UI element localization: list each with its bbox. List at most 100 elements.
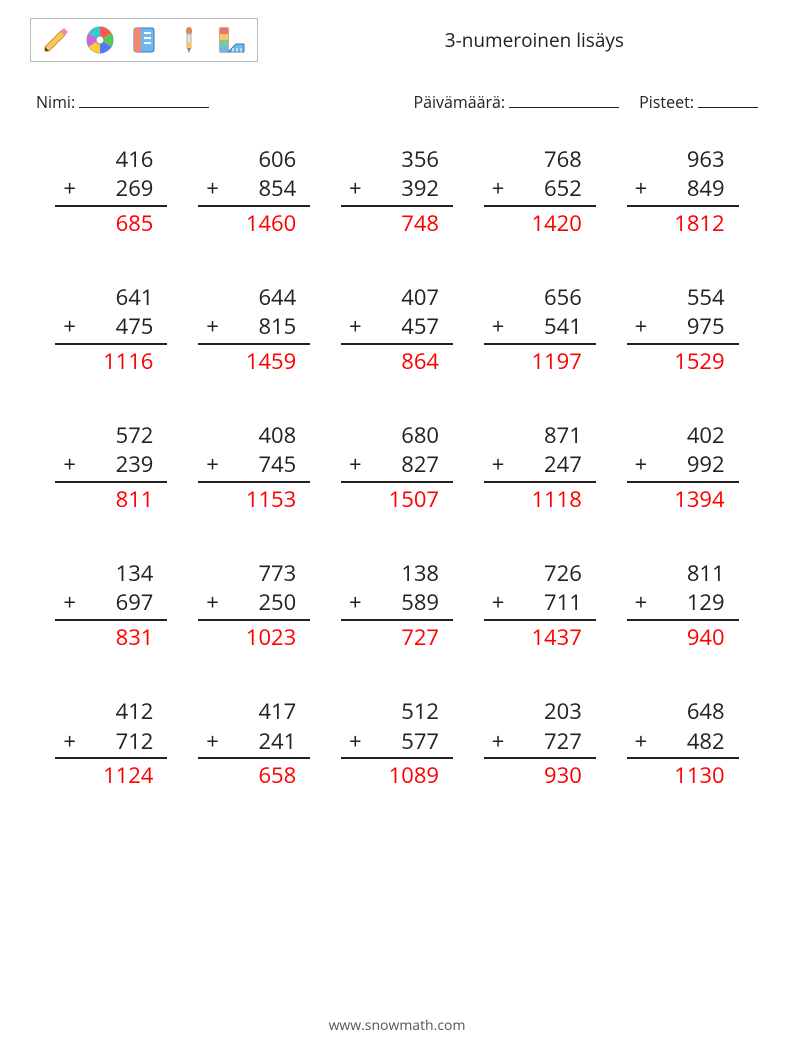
addend-bottom: 854 [258, 173, 296, 203]
addend-bottom: 541 [544, 311, 582, 341]
operator: + [206, 312, 219, 342]
answer: 1116 [55, 345, 167, 377]
addend-top: 203 [484, 697, 596, 727]
problem: 512+5771089 [341, 697, 453, 791]
addend-top: 768 [484, 145, 596, 175]
addend-top: 644 [198, 283, 310, 313]
problem: 644+8151459 [198, 283, 310, 377]
operator: + [63, 312, 76, 342]
answer: 685 [55, 207, 167, 239]
ruler-icon [215, 23, 249, 57]
problem: 134+697831 [55, 559, 167, 653]
operator: + [206, 174, 219, 204]
addend-bottom-row: +241 [198, 727, 310, 760]
addend-top: 407 [341, 283, 453, 313]
operator: + [635, 450, 648, 480]
addend-top: 356 [341, 145, 453, 175]
notebook-icon [127, 23, 161, 57]
addend-bottom: 697 [116, 587, 154, 617]
operator: + [492, 727, 505, 757]
addend-bottom-row: +745 [198, 450, 310, 483]
operator: + [635, 312, 648, 342]
answer: 1437 [484, 621, 596, 653]
addend-bottom: 269 [116, 173, 154, 203]
header-bar: 3-numeroinen lisäys [30, 14, 764, 66]
addend-bottom: 745 [258, 449, 296, 479]
answer: 1118 [484, 483, 596, 515]
answer: 1812 [627, 207, 739, 239]
problem: 402+9921394 [627, 421, 739, 515]
answer: 930 [484, 759, 596, 791]
worksheet-page: 3-numeroinen lisäys Nimi: Päivämäärä: Pi… [0, 0, 794, 1053]
addend-bottom: 250 [258, 587, 296, 617]
addend-bottom-row: +250 [198, 588, 310, 621]
answer: 727 [341, 621, 453, 653]
answer: 1153 [198, 483, 310, 515]
addend-bottom: 589 [401, 587, 439, 617]
addend-bottom: 475 [116, 311, 154, 341]
addend-top: 726 [484, 559, 596, 589]
answer: 1507 [341, 483, 453, 515]
operator: + [492, 450, 505, 480]
addend-bottom-row: +247 [484, 450, 596, 483]
addend-top: 606 [198, 145, 310, 175]
operator: + [206, 727, 219, 757]
addend-bottom-row: +269 [55, 174, 167, 207]
addend-top: 402 [627, 421, 739, 451]
addend-top: 871 [484, 421, 596, 451]
problem: 648+4821130 [627, 697, 739, 791]
addend-bottom-row: +239 [55, 450, 167, 483]
problem: 773+2501023 [198, 559, 310, 653]
addend-bottom: 652 [544, 173, 582, 203]
problems-grid: 416+269685606+8541460356+392748768+65214… [30, 145, 764, 791]
addend-bottom: 992 [687, 449, 725, 479]
problem: 572+239811 [55, 421, 167, 515]
addend-top: 656 [484, 283, 596, 313]
addend-bottom: 392 [401, 173, 439, 203]
problem: 412+7121124 [55, 697, 167, 791]
problem: 726+7111437 [484, 559, 596, 653]
addend-bottom-row: +975 [627, 312, 739, 345]
operator: + [63, 450, 76, 480]
answer: 1197 [484, 345, 596, 377]
problem: 963+849 1812 [627, 145, 739, 239]
pencil-icon [39, 23, 73, 57]
answer: 1460 [198, 207, 310, 239]
answer: 1023 [198, 621, 310, 653]
name-blank[interactable] [79, 90, 209, 108]
addend-bottom-row: +457 [341, 312, 453, 345]
addend-bottom: 727 [544, 726, 582, 756]
operator: + [635, 174, 648, 204]
addend-bottom-row: +854 [198, 174, 310, 207]
addend-top: 417 [198, 697, 310, 727]
score-blank[interactable] [698, 90, 758, 108]
addend-bottom-row: +392 [341, 174, 453, 207]
addend-bottom: 577 [401, 726, 439, 756]
answer: 1089 [341, 759, 453, 791]
addend-bottom: 457 [401, 311, 439, 341]
addend-top: 773 [198, 559, 310, 589]
addend-top: 963 [627, 145, 739, 175]
addend-bottom-row: +577 [341, 727, 453, 760]
answer: 658 [198, 759, 310, 791]
problem: 416+269685 [55, 145, 167, 239]
addend-top: 138 [341, 559, 453, 589]
problem: 680+8271507 [341, 421, 453, 515]
addend-top: 811 [627, 559, 739, 589]
answer: 1394 [627, 483, 739, 515]
addend-bottom-row: +992 [627, 450, 739, 483]
operator: + [63, 727, 76, 757]
answer: 811 [55, 483, 167, 515]
problem: 408+7451153 [198, 421, 310, 515]
addend-bottom-row: +589 [341, 588, 453, 621]
operator: + [349, 312, 362, 342]
addend-top: 416 [55, 145, 167, 175]
addend-top: 134 [55, 559, 167, 589]
answer: 1130 [627, 759, 739, 791]
answer: 864 [341, 345, 453, 377]
operator: + [492, 312, 505, 342]
addend-top: 680 [341, 421, 453, 451]
date-blank[interactable] [509, 90, 619, 108]
operator: + [492, 588, 505, 618]
addend-bottom: 849 [687, 173, 725, 203]
